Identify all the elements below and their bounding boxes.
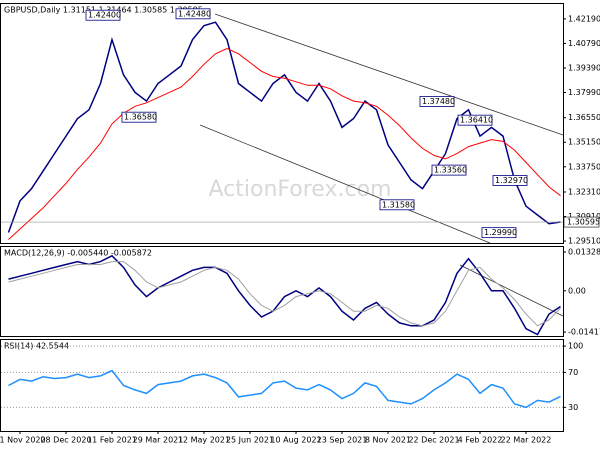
y-tick-label: 1.40790 <box>568 39 600 48</box>
x-tick-label: 8 Nov 2021 <box>365 436 411 445</box>
x-tick-label: 11 Nov 2020 <box>0 436 46 445</box>
y-tick-label: 70 <box>568 368 578 377</box>
y-tick-label: 1.35150 <box>568 138 600 147</box>
watermark: ActionForex.com <box>209 177 392 202</box>
y-tick-label: 1.32310 <box>568 188 600 197</box>
x-tick-label: 11 Feb 2021 <box>87 436 137 445</box>
y-tick-label: 1.29510 <box>568 237 600 246</box>
series-line <box>8 369 561 409</box>
x-tick-label: 22 Mar 2022 <box>501 436 552 445</box>
annotation-box <box>457 114 493 126</box>
last-price-label: 1.30595 <box>567 218 600 227</box>
annotation-label: 1.37480 <box>422 97 455 106</box>
macd-trendline <box>459 264 564 317</box>
annotation-label: 1.31580 <box>382 200 415 209</box>
x-tick-label: 4 Feb 2022 <box>458 436 503 445</box>
series-line <box>8 254 561 336</box>
rsi-panel-frame <box>0 339 564 432</box>
channel-upper <box>214 13 564 136</box>
annotation-box <box>85 9 121 21</box>
series-line <box>7 21 561 233</box>
annotation-box <box>419 96 455 107</box>
y-tick-label: 100 <box>568 342 583 351</box>
x-tick-label: 10 Aug 2021 <box>270 436 321 445</box>
y-tick-label: 1.39390 <box>568 63 600 72</box>
annotation-label: 1.42480 <box>178 9 211 18</box>
annotation-label: 1.29990 <box>484 228 517 237</box>
macd-title: MACD(12,26,9) -0.005440 -0.005872 <box>4 249 152 258</box>
channel-lower <box>199 124 491 244</box>
y-tick-label: 1.33750 <box>568 162 600 171</box>
y-tick-label: 0.01328 <box>568 248 600 257</box>
annotation-label: 1.36580 <box>124 113 157 122</box>
annotation-box <box>175 8 211 20</box>
y-tick-label: 30 <box>568 403 578 412</box>
x-tick-label: 28 Dec 2020 <box>40 436 91 445</box>
annotation-box <box>379 199 415 211</box>
y-tick-label: 1.30910 <box>568 212 600 221</box>
macd-panel-frame <box>0 246 564 337</box>
y-tick-label: 1.42190 <box>568 14 600 23</box>
series-line <box>8 261 561 327</box>
annotation-label: 1.32970 <box>495 176 528 185</box>
annotation-label: 1.36410 <box>460 116 493 125</box>
annotation-box <box>481 227 517 239</box>
annotation-box <box>431 164 467 176</box>
y-tick-label: -0.014173 <box>568 328 600 337</box>
annotation-box <box>121 111 157 123</box>
y-tick-label: 1.36550 <box>568 113 600 122</box>
x-tick-label: 23 Sep 2021 <box>317 436 368 445</box>
x-tick-label: 25 Jun 2021 <box>226 436 274 445</box>
annotation-label: 1.42400 <box>88 11 121 20</box>
x-tick-label: 12 May 2021 <box>178 436 230 445</box>
rsi-title: RSI(14) 42.5544 <box>4 342 69 351</box>
annotation-label: 1.33560 <box>434 166 467 175</box>
y-tick-label: 1.37990 <box>568 88 600 97</box>
x-tick-label: 29 Mar 2021 <box>133 436 184 445</box>
price-panel-frame <box>0 3 564 244</box>
series-line <box>8 47 561 240</box>
y-tick-label: 0.00 <box>568 286 586 295</box>
annotation-box <box>492 175 528 186</box>
last-price-box <box>563 216 600 228</box>
x-tick-label: 22 Dec 2021 <box>408 436 459 445</box>
